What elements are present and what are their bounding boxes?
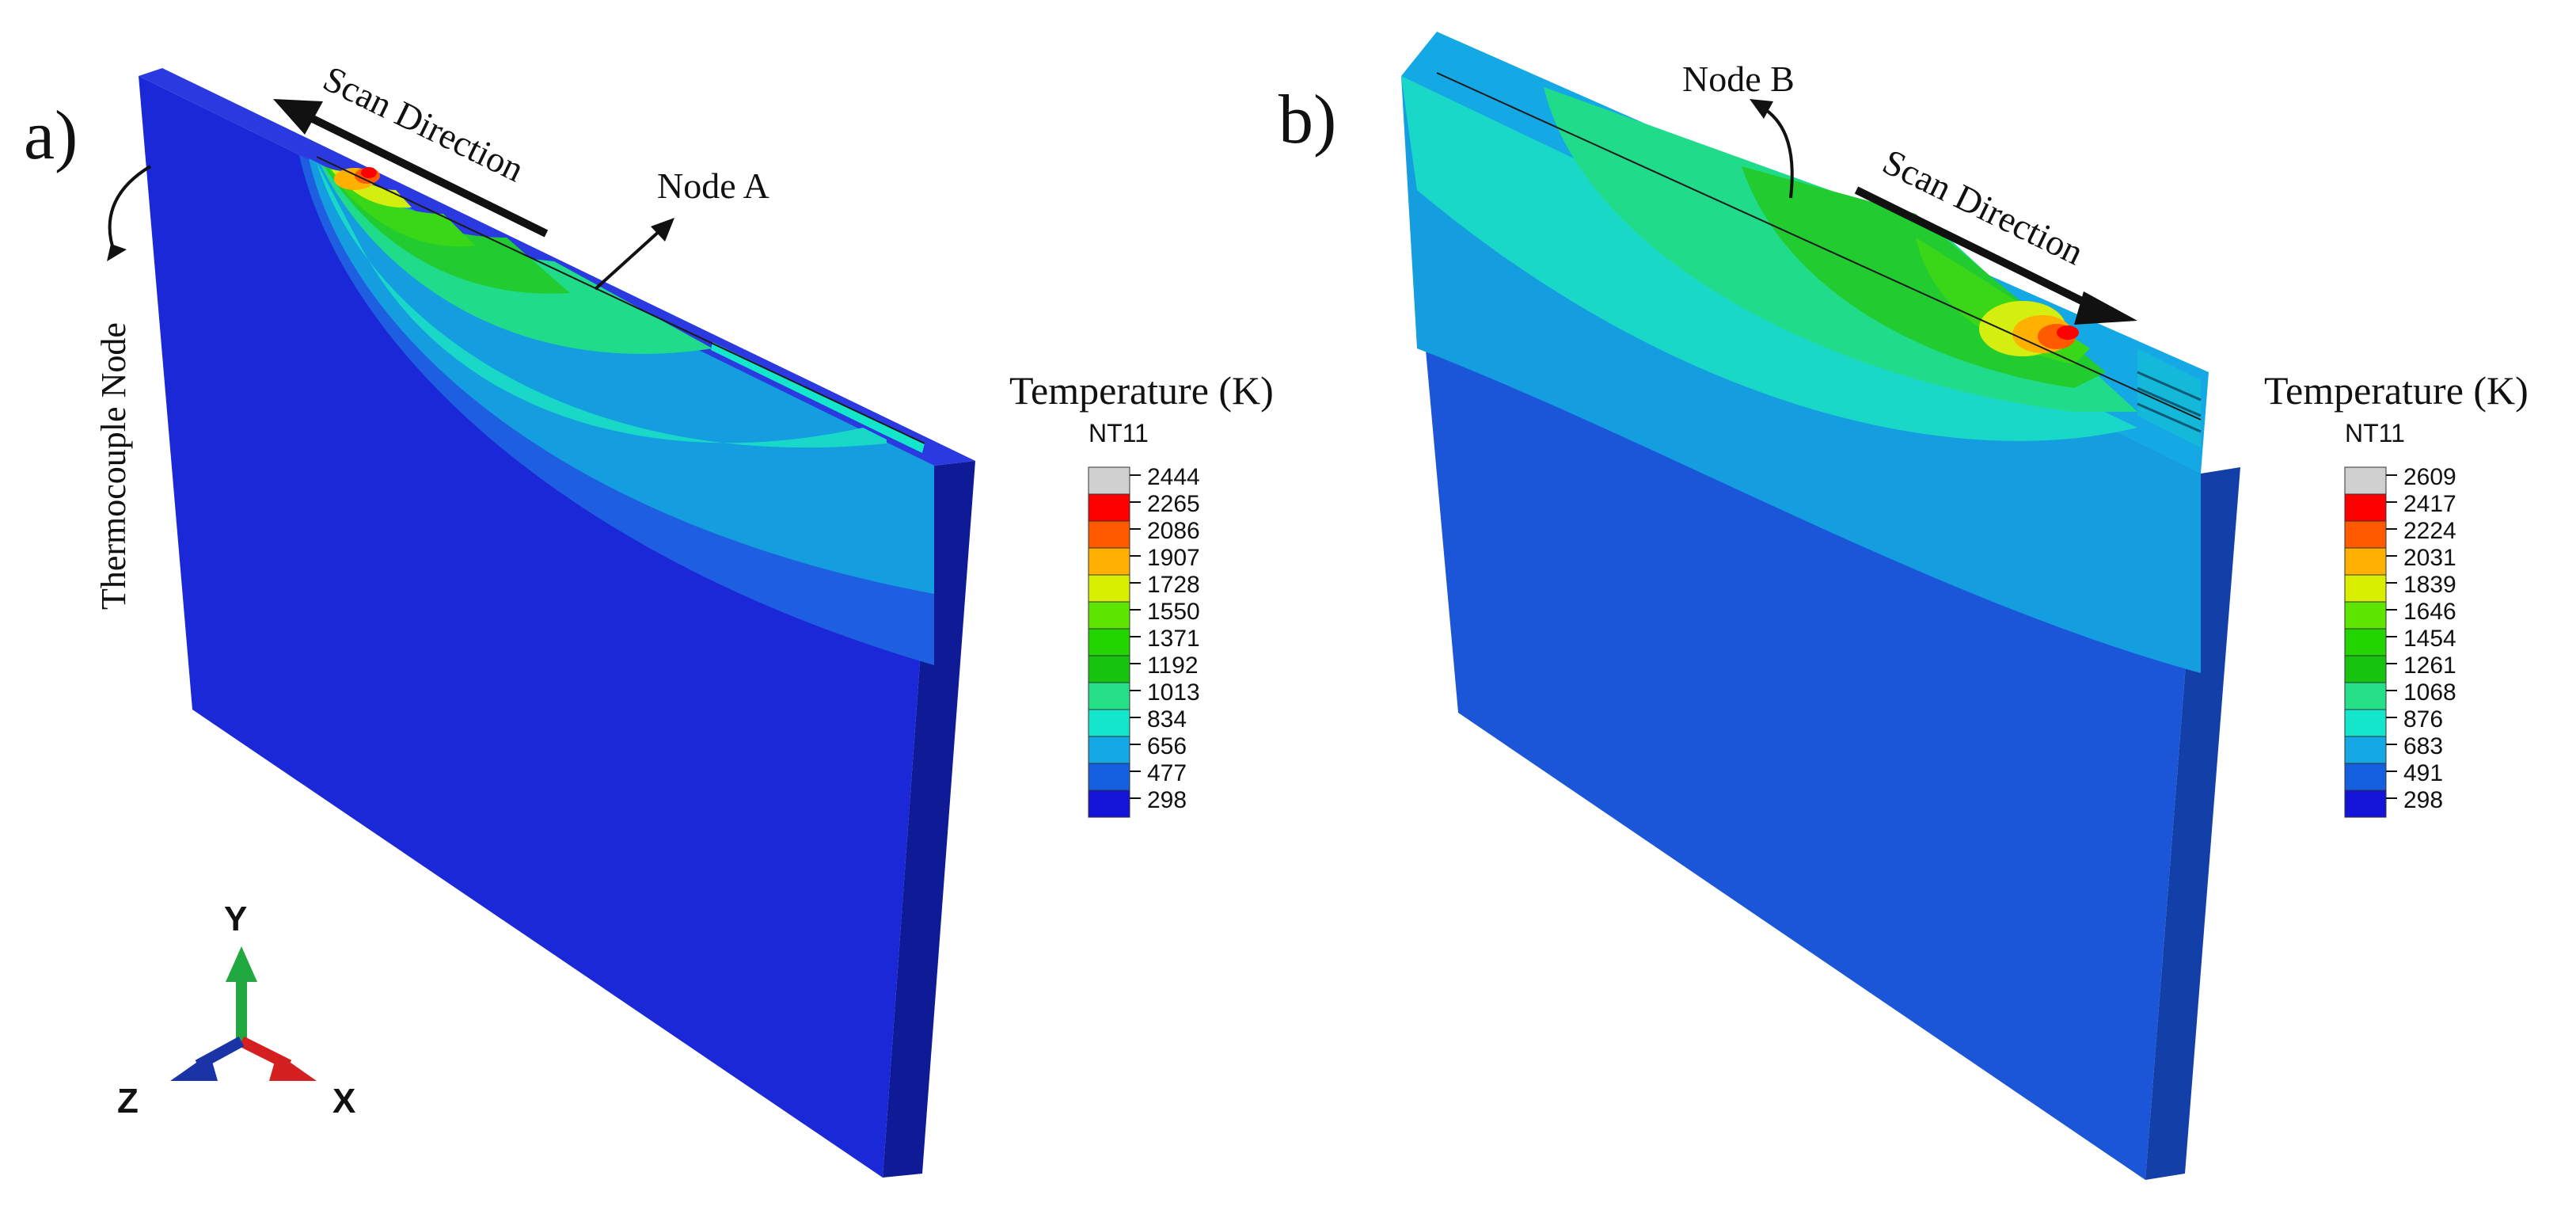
legend-value-label: 491 — [2403, 760, 2443, 786]
panel-a-node-label: Node A — [657, 166, 769, 206]
panel-a-node-a-arrow — [594, 218, 674, 291]
panel-b-label: b) — [1279, 82, 1336, 158]
legend-value-label: 298 — [1147, 787, 1187, 813]
panel-b-layer-stack — [2137, 348, 2201, 447]
legend-value-label: 1192 — [1147, 653, 1199, 679]
panel-a-side-face — [883, 461, 975, 1178]
panel-b-melt-pool — [2057, 325, 2079, 340]
triad-x-label: X — [332, 1082, 355, 1121]
legend-value-label: 2086 — [1147, 518, 1200, 544]
legend-swatch — [1088, 466, 1130, 495]
legend-value-label: 298 — [2403, 787, 2443, 813]
panel-a-legend: Temperature (K) NT11 2444226520861907172… — [1009, 368, 1274, 818]
legend-swatch — [2344, 790, 2387, 818]
legend-value-label: 1013 — [1147, 679, 1200, 706]
legend-value-label: 2031 — [2403, 545, 2456, 571]
legend-value-label: 2444 — [1147, 464, 1200, 490]
legend-swatch — [2344, 709, 2387, 737]
legend-swatch — [2344, 763, 2387, 791]
legend-swatch — [2344, 655, 2387, 683]
legend-value-label: 834 — [1147, 706, 1187, 732]
legend-value-label: 1261 — [2403, 653, 2456, 679]
triad-z-arrowhead — [170, 1053, 218, 1081]
legend-value-label: 477 — [1147, 760, 1187, 786]
legend-swatch — [2344, 682, 2387, 710]
panel-b-scan-arrow — [1854, 186, 2137, 325]
legend-swatch — [2344, 736, 2387, 764]
legend-value-label: 656 — [1147, 733, 1187, 759]
legend-swatch — [1088, 790, 1130, 818]
panel-b-legend: Temperature (K) NT11 2609241722242031183… — [2264, 368, 2529, 818]
panel-b-legend-variable: NT11 — [2345, 419, 2405, 447]
legend-swatch — [2344, 493, 2387, 522]
legend-value-label: 1550 — [1147, 599, 1200, 625]
legend-value-label: 1728 — [1147, 572, 1200, 598]
panel-a-scan-arrow — [273, 99, 549, 238]
panel-b-node-label: Node B — [1682, 59, 1795, 99]
coordinate-triad: Y Z X — [117, 900, 355, 1121]
legend-swatch — [1088, 574, 1130, 603]
legend-swatch — [1088, 628, 1130, 656]
legend-swatch — [1088, 682, 1130, 710]
panel-b-node-b-arrow — [1750, 99, 1794, 199]
panel-a-legend-title: Temperature (K) — [1009, 368, 1274, 413]
legend-value-label: 683 — [2403, 733, 2443, 759]
legend-value-label: 876 — [2403, 706, 2443, 732]
panel-a-scan-arrow-head — [273, 99, 323, 135]
panel-a-deposit-strip — [711, 342, 925, 453]
panel-a-contour-1371 — [325, 166, 570, 294]
legend-swatch — [2344, 520, 2387, 549]
legend-swatch — [2344, 574, 2387, 603]
legend-value-label: 1646 — [2403, 599, 2456, 625]
panel-a-track-edge — [316, 156, 925, 444]
legend-value-label: 2265 — [1147, 491, 1200, 517]
legend-swatch — [1088, 709, 1130, 737]
triad-y-label: Y — [224, 900, 247, 938]
panel-b-track-edge — [1436, 72, 2202, 420]
legend-swatch — [2344, 628, 2387, 656]
panel-a-model — [139, 68, 975, 1178]
legend-swatch — [1088, 520, 1130, 549]
triad-y-arrowhead — [226, 946, 257, 982]
panel-b-side-face — [2145, 467, 2240, 1180]
legend-swatch — [1088, 736, 1130, 764]
panel-a-thermocouple-arrow — [107, 165, 152, 261]
panel-b-model — [1401, 32, 2240, 1180]
triad-x-arrowhead — [269, 1053, 317, 1081]
panel-a-legend-variable: NT11 — [1089, 419, 1149, 447]
legend-swatch — [2344, 601, 2387, 630]
legend-swatch — [1088, 547, 1130, 576]
panel-b-scan-arrow-head — [2074, 291, 2137, 325]
legend-value-label: 1907 — [1147, 545, 1200, 571]
legend-value-label: 2417 — [2403, 491, 2456, 517]
legend-swatch — [1088, 493, 1130, 522]
legend-swatch — [1088, 601, 1130, 630]
legend-value-label: 1371 — [1147, 626, 1200, 652]
panel-a-melt-pool — [361, 167, 377, 178]
legend-swatch — [2344, 466, 2387, 495]
legend-value-label: 1068 — [2403, 679, 2456, 706]
legend-swatch — [1088, 655, 1130, 683]
legend-value-label: 2224 — [2403, 518, 2456, 544]
legend-swatch — [2344, 547, 2387, 576]
panel-b-legend-title: Temperature (K) — [2264, 368, 2529, 413]
triad-z-label: Z — [117, 1082, 139, 1121]
legend-value-label: 1839 — [2403, 572, 2456, 598]
legend-swatch — [1088, 763, 1130, 791]
legend-value-label: 1454 — [2403, 626, 2456, 652]
legend-value-label: 2609 — [2403, 464, 2456, 490]
panel-a-label: a) — [24, 97, 78, 174]
panel-a-front-face — [139, 76, 934, 1178]
panel-b-layer-lines — [2137, 371, 2202, 433]
panel-a-thermocouple-label: Thermocouple Node — [94, 322, 133, 610]
